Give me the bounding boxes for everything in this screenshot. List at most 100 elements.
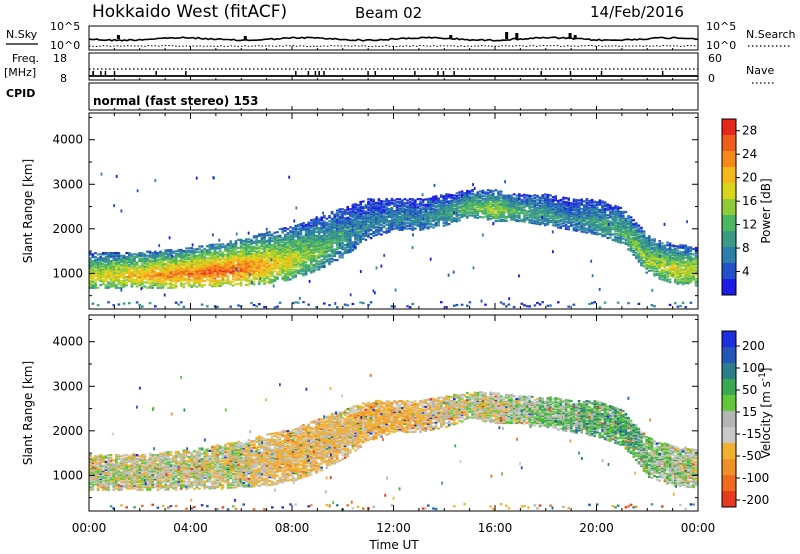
power-cell <box>341 228 344 231</box>
power-cell <box>94 260 97 263</box>
power-cell <box>281 259 284 262</box>
power-cell <box>307 226 310 230</box>
power-cell <box>403 210 407 213</box>
power-cell <box>226 263 230 266</box>
power-cell <box>278 273 282 276</box>
power-cell <box>341 220 344 223</box>
power-cell <box>247 266 251 269</box>
power-cell <box>570 218 573 221</box>
power-cell <box>260 270 264 273</box>
power-cell <box>161 252 165 255</box>
power-cell <box>304 246 308 249</box>
power-cell <box>247 270 251 273</box>
power-cell <box>294 240 297 243</box>
power-cell <box>130 274 134 277</box>
power-cell <box>419 203 422 206</box>
power-cell <box>216 274 219 277</box>
power-cell <box>385 218 388 221</box>
power-cell <box>273 259 277 262</box>
power-cell <box>338 230 342 234</box>
power-cell <box>380 213 383 216</box>
power-cell <box>325 253 329 256</box>
power-cell <box>133 264 136 267</box>
power-cell <box>614 210 617 213</box>
power-cell <box>143 265 147 268</box>
power-cell <box>377 199 381 202</box>
power-cell <box>372 214 375 217</box>
power-cell <box>328 255 331 258</box>
power-cell <box>216 264 219 268</box>
power-cell <box>570 202 573 205</box>
power-cell <box>632 223 635 226</box>
power-cell <box>362 212 365 215</box>
power-cell <box>112 270 115 273</box>
power-cell <box>107 269 110 272</box>
power-cell <box>525 216 529 220</box>
power-cell <box>156 285 160 288</box>
nave-spike <box>295 71 297 75</box>
power-cell <box>424 203 427 206</box>
power-cell <box>286 237 290 240</box>
power-cell <box>408 224 412 227</box>
power-cell <box>406 206 409 209</box>
power-cell <box>255 241 258 244</box>
power-cell <box>276 265 279 269</box>
power-cell <box>219 263 222 266</box>
power-cell <box>330 240 334 243</box>
power-cell <box>247 243 251 246</box>
power-cell <box>466 215 469 218</box>
power-cell <box>349 251 352 254</box>
power-cell <box>367 228 370 231</box>
power-cell <box>89 253 92 256</box>
power-cell <box>252 271 256 274</box>
power-cell <box>219 244 222 247</box>
power-cell <box>354 236 357 239</box>
power-cell <box>252 269 256 273</box>
power-cell <box>211 265 214 268</box>
power-cell <box>427 214 430 217</box>
power-cell <box>89 262 92 265</box>
power-cell <box>226 269 230 273</box>
power-cell <box>572 226 576 229</box>
power-cell <box>320 259 323 262</box>
power-cell <box>237 262 240 265</box>
power-cell <box>557 226 560 229</box>
power-cell <box>364 233 368 236</box>
power-cell <box>375 208 378 211</box>
power-cell <box>167 254 170 257</box>
power-cell <box>213 285 217 288</box>
power-cell <box>187 256 191 259</box>
power-cell <box>284 235 287 238</box>
power-cell <box>250 239 253 242</box>
power-cell <box>180 254 183 257</box>
power-cell <box>286 274 290 277</box>
power-cell <box>143 270 147 273</box>
power-cell <box>401 218 404 221</box>
power-cell <box>250 274 253 277</box>
power-cell <box>406 219 409 222</box>
power-cell <box>148 277 152 280</box>
power-cell <box>252 235 256 238</box>
power-cell <box>635 254 638 257</box>
power-cell <box>177 266 180 269</box>
power-cell <box>265 262 269 265</box>
power-cell <box>642 233 646 236</box>
power-cell <box>302 240 305 243</box>
power-cell <box>531 205 534 208</box>
power-cell <box>159 252 162 255</box>
power-cell <box>263 262 266 265</box>
power-cell <box>164 273 167 276</box>
power-cell <box>200 270 204 273</box>
power-cell <box>312 247 316 250</box>
power-cell <box>252 247 256 250</box>
power-cell <box>224 282 227 285</box>
power-cell <box>304 237 308 240</box>
power-cell <box>356 238 360 241</box>
power-cell <box>193 273 196 276</box>
power-cell <box>130 272 134 275</box>
power-cell <box>349 217 352 220</box>
power-cell <box>206 266 209 269</box>
power-cell <box>336 214 339 218</box>
power-cell <box>193 275 196 278</box>
power-cell <box>219 267 222 270</box>
